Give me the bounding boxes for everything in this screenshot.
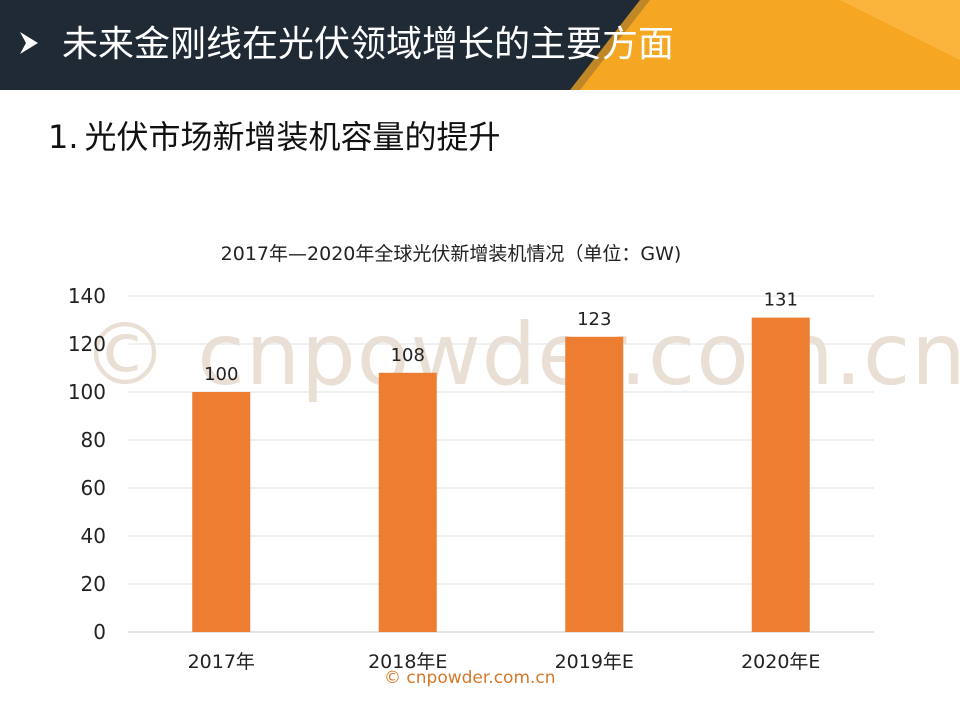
y-tick-label: 0 xyxy=(93,620,106,644)
section-heading: 1. 光伏市场新增装机容量的提升 xyxy=(48,112,501,158)
data-label: 131 xyxy=(764,290,798,311)
x-tick-label: 2017年 xyxy=(188,651,255,673)
data-label: 108 xyxy=(391,345,425,366)
header-bar: 未来金刚线在光伏领域增长的主要方面 xyxy=(0,0,960,90)
header-accent-stripe xyxy=(530,0,650,90)
bar xyxy=(192,392,251,632)
watermark-small: © cnpowder.com.cn xyxy=(384,668,556,688)
data-label: 123 xyxy=(577,309,611,330)
page-title-text: 未来金刚线在光伏领域增长的主要方面 xyxy=(62,24,675,65)
x-tick-label: 2018年E xyxy=(368,651,447,673)
x-tick-label: 2020年E xyxy=(741,651,820,673)
section-title: 光伏市场新增装机容量的提升 xyxy=(84,118,501,156)
y-tick-label: 60 xyxy=(81,476,106,500)
chart-title: 2017年—2020年全球光伏新增装机情况（单位：GW) xyxy=(221,243,682,265)
header-decoration xyxy=(530,0,960,90)
page-title: 未来金刚线在光伏领域增长的主要方面 xyxy=(18,22,674,68)
arrow-right-icon xyxy=(18,22,40,68)
header-accent-highlight xyxy=(840,0,960,60)
y-tick-label: 80 xyxy=(81,428,106,452)
y-tick-label: 20 xyxy=(81,572,106,596)
y-tick-label: 120 xyxy=(68,332,106,356)
bar xyxy=(565,336,624,632)
y-tick-label: 100 xyxy=(68,380,106,404)
section-number: 1. xyxy=(48,118,79,156)
data-label: 100 xyxy=(204,364,238,385)
header-accent-shape xyxy=(570,0,960,90)
bar xyxy=(751,317,810,632)
watermark-large: © cnpowder.com.cn xyxy=(82,305,960,405)
bar xyxy=(378,372,437,632)
y-tick-label: 140 xyxy=(68,284,106,308)
x-tick-label: 2019年E xyxy=(555,651,634,673)
y-tick-label: 40 xyxy=(81,524,106,548)
